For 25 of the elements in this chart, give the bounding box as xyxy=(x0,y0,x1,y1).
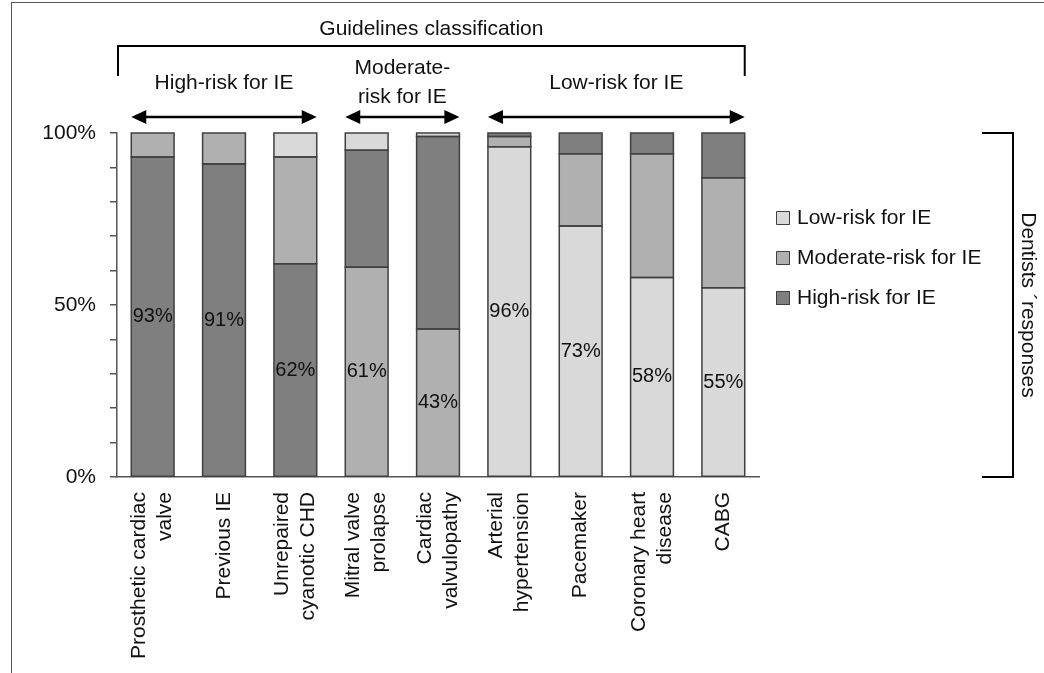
data-label: 61% xyxy=(346,359,387,382)
data-label: 43% xyxy=(417,390,459,413)
y-tick-label: 50% xyxy=(53,291,96,315)
data-label: 73% xyxy=(560,338,601,361)
y-tick-label: 0% xyxy=(65,463,96,487)
legend-title: Dentists ´responses xyxy=(1018,212,1042,398)
text: Guidelines classification xyxy=(319,15,544,39)
x-tick-label: Prosthetic cardiac valve xyxy=(126,492,176,659)
data-label: 96% xyxy=(489,299,530,322)
data-label: 93% xyxy=(132,304,173,327)
data-label: 58% xyxy=(631,364,673,387)
legend-label: Moderate-risk for IE xyxy=(797,244,982,268)
legend-label: Low-risk for IE xyxy=(797,204,932,228)
data-label: 55% xyxy=(703,369,744,392)
legend-label: High-risk for IE xyxy=(797,284,936,308)
x-tick-label: Pacemaker xyxy=(567,492,591,599)
x-tick-label: Coronary heart disease xyxy=(625,491,675,633)
x-tick-label: Previous IE xyxy=(210,492,234,600)
text: High-risk for IE xyxy=(154,69,294,93)
y-tick-label: 100% xyxy=(42,119,96,143)
data-label: 62% xyxy=(275,357,316,380)
data-label: 91% xyxy=(203,307,245,330)
x-tick-label: CABG xyxy=(710,492,734,552)
text: Moderate-risk for IE xyxy=(354,55,451,108)
text: Low-risk for IE xyxy=(549,69,684,93)
